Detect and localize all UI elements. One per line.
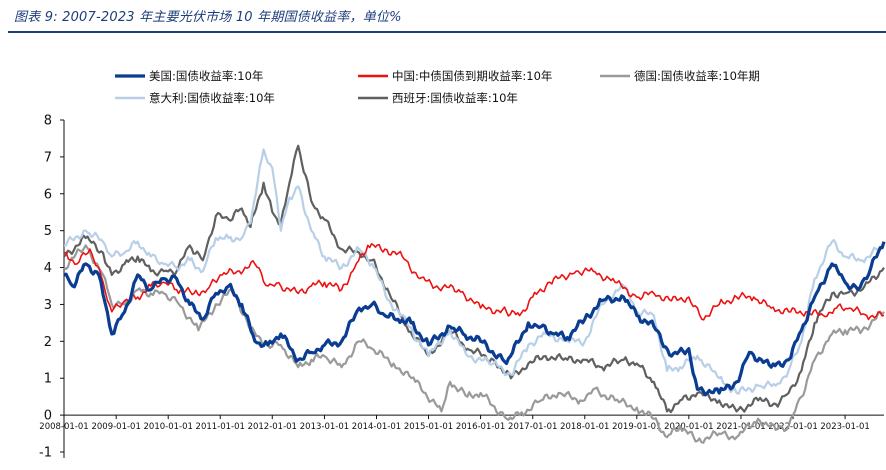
y-tick-label: -1 bbox=[39, 446, 52, 461]
legend-label-2: 德国:国债收益率:10年期 bbox=[634, 69, 760, 83]
y-tick-label: 7 bbox=[44, 150, 52, 165]
y-tick-label: 0 bbox=[44, 409, 52, 424]
series-line-0 bbox=[63, 241, 886, 397]
x-tick-label: 2010-01-01 bbox=[144, 422, 193, 432]
series-line-3 bbox=[63, 148, 885, 395]
axes: -1 0 1 2 3 4 5 6 7 8 2008-01-01 2009-01-01 2010-01-0… bbox=[39, 114, 884, 461]
x-tick-label: 2023-01-01 bbox=[820, 422, 869, 432]
legend-label-3: 意大利:国债收益率:10年 bbox=[149, 91, 275, 105]
x-tick-label: 2019-01-01 bbox=[612, 422, 661, 432]
x-tick-label: 2015-01-01 bbox=[404, 422, 453, 432]
x-tick-label: 2022-01-01 bbox=[768, 422, 817, 432]
figure-caption: 图表 9: 2007-2023 年主要光伏市场 10 年期国债收益率，单位% bbox=[14, 10, 402, 25]
x-tick-label: 2014-01-01 bbox=[352, 422, 401, 432]
x-tick-label: 2018-01-01 bbox=[560, 422, 609, 432]
x-tick-label: 2017-01-01 bbox=[508, 422, 557, 432]
y-tick-label: 3 bbox=[44, 298, 52, 313]
y-tick-label: 8 bbox=[44, 114, 52, 129]
series-lines bbox=[63, 144, 886, 444]
legend-label-4: 西班牙:国债收益率:10年 bbox=[392, 91, 518, 105]
caption-divider bbox=[8, 31, 886, 33]
series-line-1 bbox=[63, 243, 885, 321]
y-tick-label: 5 bbox=[44, 224, 52, 239]
x-tick-label: 2020-01-01 bbox=[664, 422, 713, 432]
y-tick-label: 4 bbox=[44, 261, 52, 276]
x-tick-label: 2021-01-01 bbox=[716, 422, 765, 432]
legend-label-0: 美国:国债收益率:10年 bbox=[149, 69, 263, 83]
x-tick-label: 2008-01-01 bbox=[39, 422, 88, 432]
series-line-2 bbox=[63, 244, 885, 444]
x-tick-label: 2009-01-01 bbox=[91, 422, 140, 432]
x-tick-label: 2012-01-01 bbox=[248, 422, 297, 432]
series-line-4 bbox=[63, 144, 885, 414]
y-tick-label: 6 bbox=[44, 187, 52, 202]
x-tick-label: 2011-01-01 bbox=[196, 422, 245, 432]
y-tick-label: 1 bbox=[44, 372, 52, 387]
legend: 美国:国债收益率:10年 中国:中债国债到期收益率:10年 德国:国债收益率:10年… bbox=[115, 69, 760, 105]
x-tick-label: 2013-01-01 bbox=[300, 422, 349, 432]
y-tick-label: 2 bbox=[44, 335, 52, 350]
x-tick-label: 2016-01-01 bbox=[456, 422, 505, 432]
legend-label-1: 中国:中债国债到期收益率:10年 bbox=[392, 69, 552, 83]
